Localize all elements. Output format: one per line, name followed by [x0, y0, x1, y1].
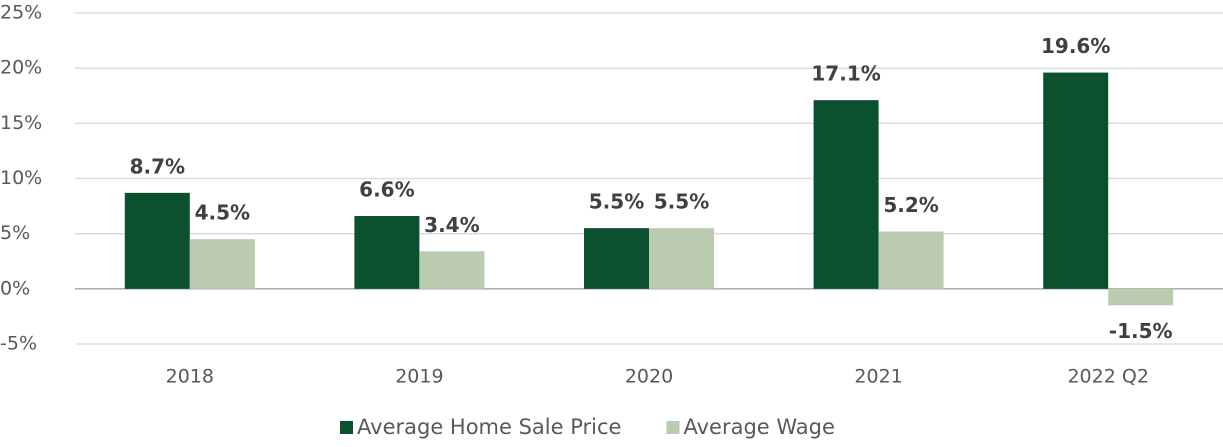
value-label: 4.5%: [195, 201, 250, 225]
value-label: 3.4%: [424, 213, 479, 237]
value-label: -1.5%: [1109, 319, 1173, 343]
legend-label: Average Home Sale Price: [357, 415, 621, 439]
y-tick-label: 20%: [0, 57, 42, 79]
bar: [813, 100, 879, 289]
legend-swatch: [666, 421, 680, 434]
bar: [1043, 72, 1109, 289]
legend-label: Average Wage: [683, 415, 834, 439]
bar: [124, 192, 190, 289]
x-tick-label: 2020: [625, 366, 673, 388]
value-label: 19.6%: [1041, 34, 1110, 58]
y-tick-label: 25%: [0, 2, 42, 24]
x-tick-label: 2018: [166, 366, 214, 388]
x-tick-label: 2021: [854, 366, 902, 388]
value-label: 5.5%: [589, 190, 644, 214]
x-tick-label: 2022 Q2: [1067, 366, 1148, 388]
legend-swatch: [340, 421, 353, 434]
value-label: 8.7%: [130, 154, 185, 178]
y-tick-label: 15%: [0, 112, 42, 134]
y-tick-label: 5%: [0, 222, 30, 244]
bar: [354, 216, 420, 289]
y-tick-label: 0%: [0, 277, 30, 299]
x-tick-label: 2019: [395, 366, 443, 388]
value-label: 5.5%: [654, 190, 709, 214]
value-label: 17.1%: [811, 62, 880, 86]
bar: [419, 251, 485, 289]
y-tick-label: 10%: [0, 167, 42, 189]
bar: [584, 228, 649, 289]
value-label: 5.2%: [883, 193, 938, 217]
bar: [1108, 288, 1174, 306]
bar: [649, 228, 714, 289]
y-tick-label: -5%: [0, 333, 37, 355]
bar: [878, 231, 944, 289]
value-label: 6.6%: [359, 178, 414, 202]
bar: [189, 239, 255, 289]
